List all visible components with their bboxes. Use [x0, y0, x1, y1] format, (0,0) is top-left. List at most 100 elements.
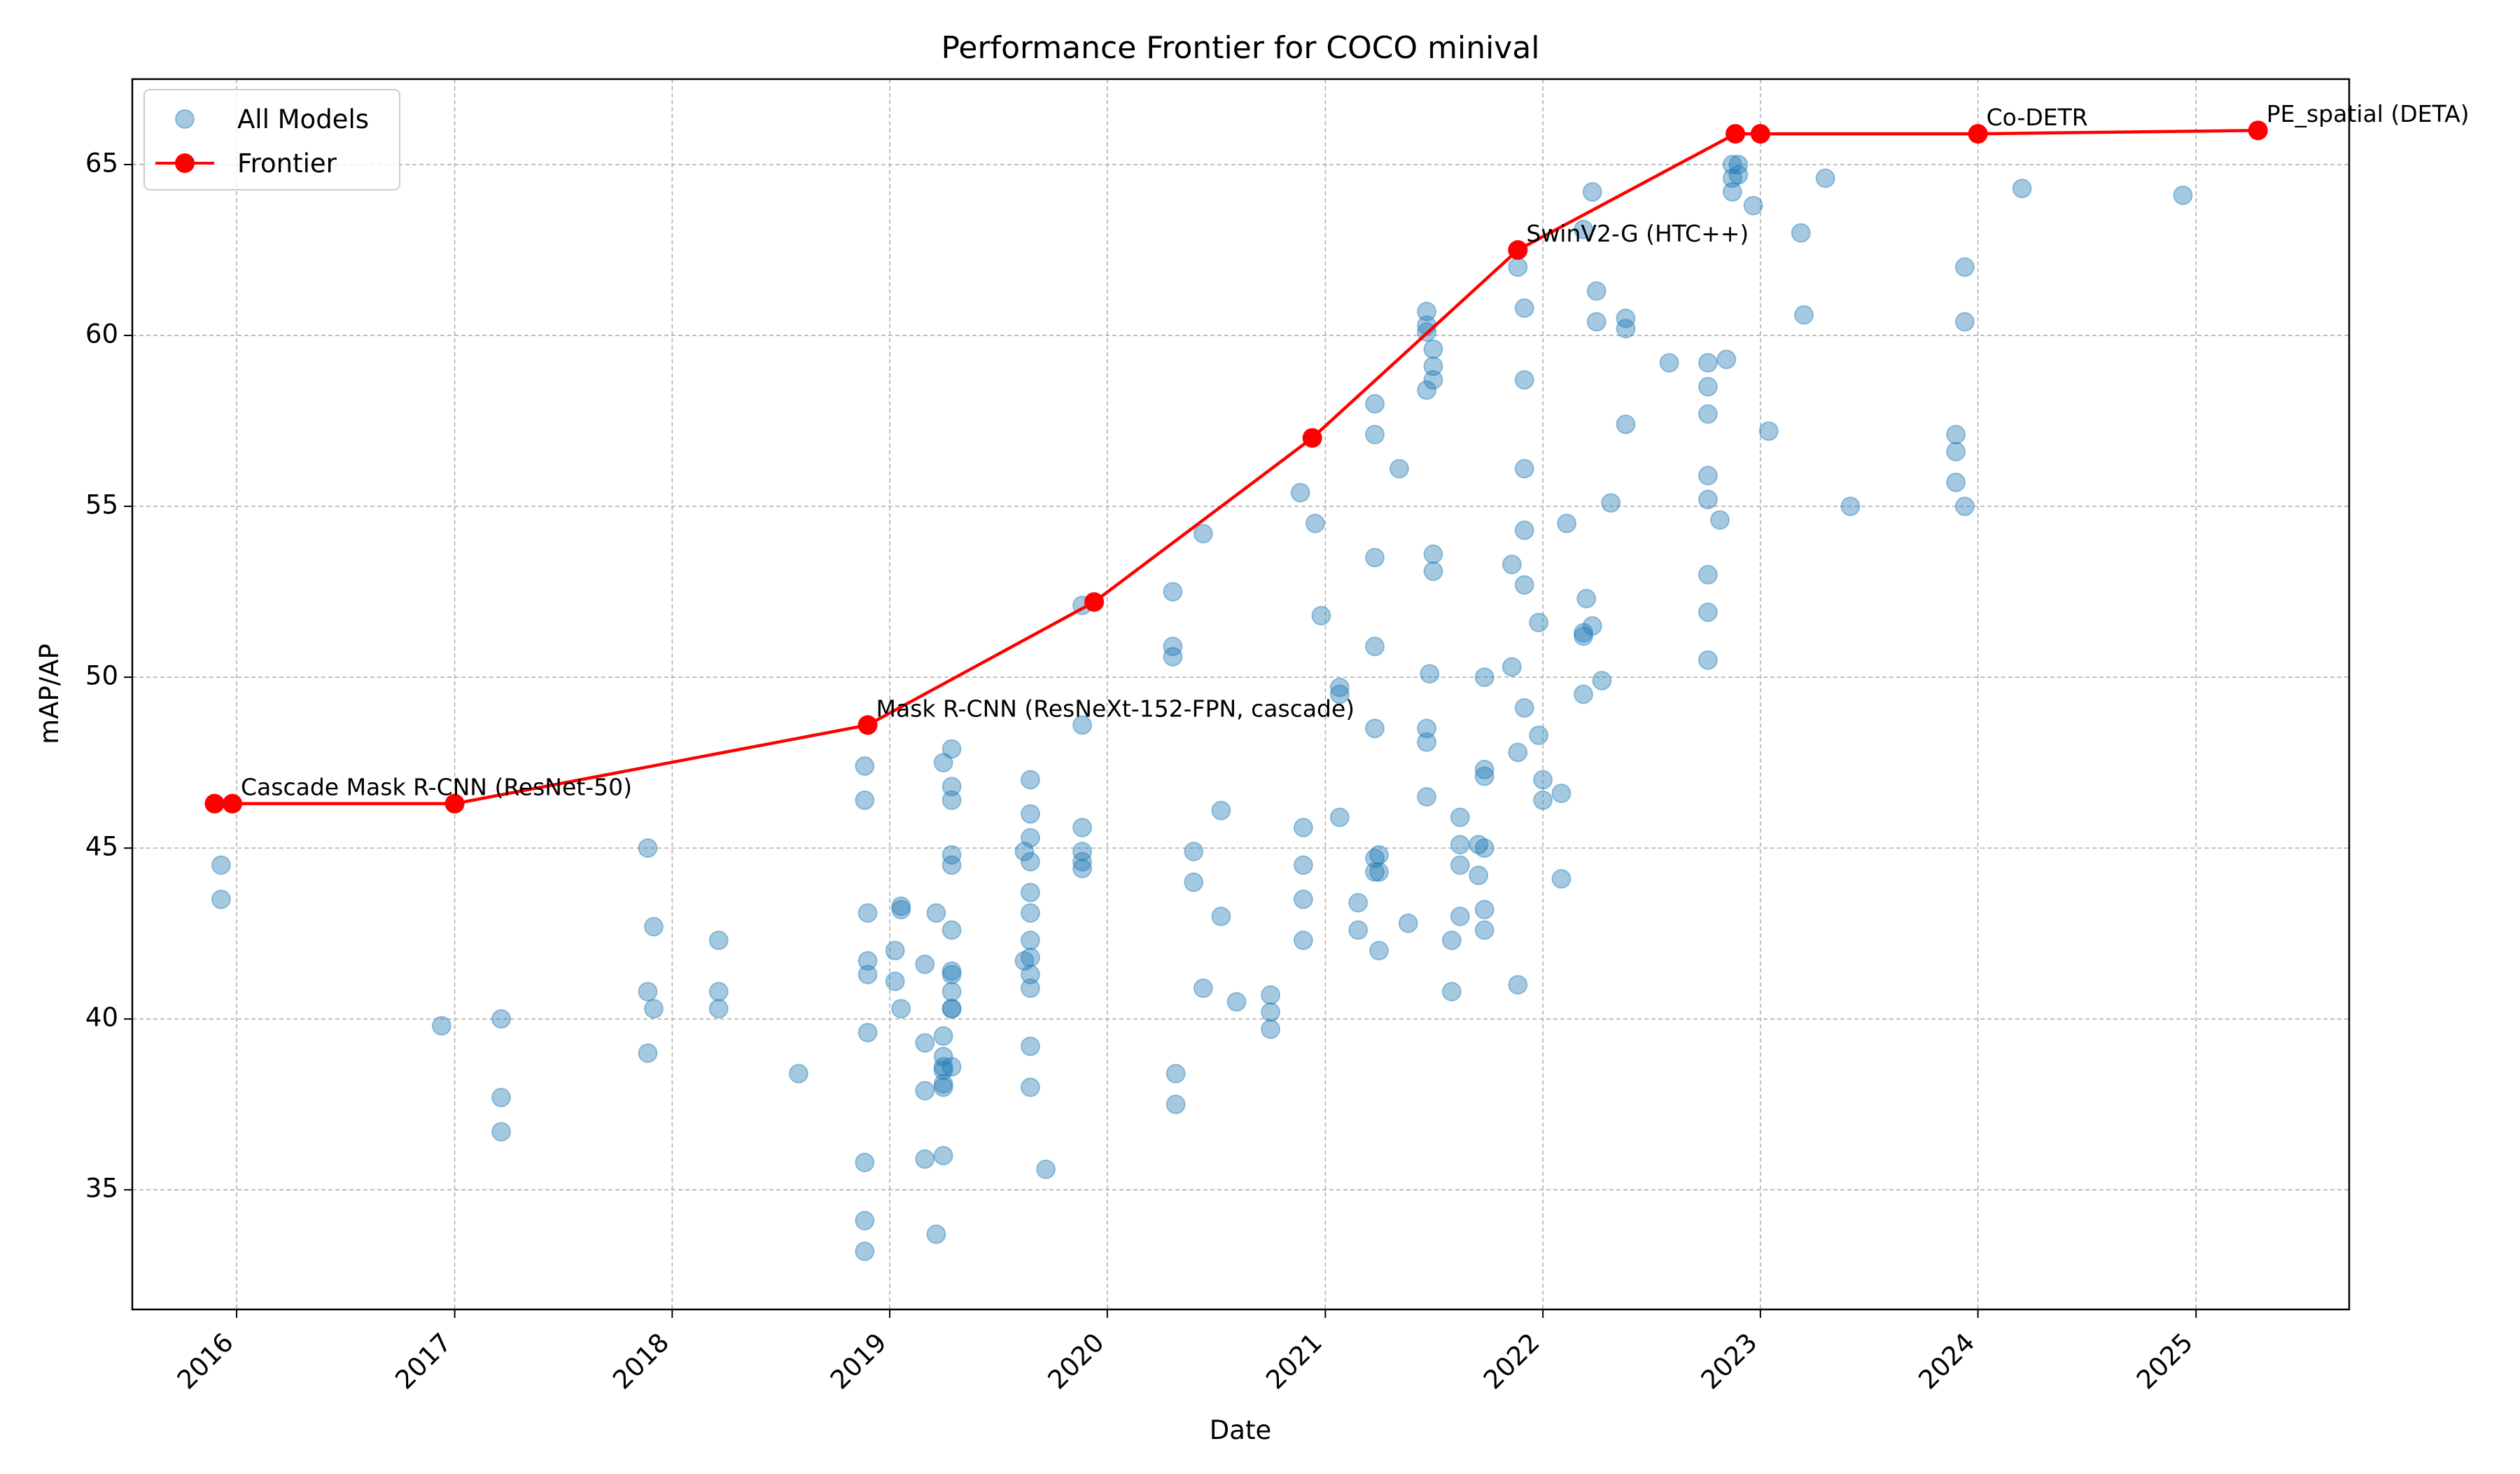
- scatter-point: [1574, 219, 1594, 239]
- scatter-point: [933, 1073, 953, 1094]
- scatter-point: [1211, 906, 1231, 926]
- y-tick-label: 45: [85, 832, 118, 862]
- scatter-point: [933, 1057, 953, 1077]
- scatter-point: [1514, 698, 1534, 718]
- scatter-point: [1616, 319, 1636, 339]
- scatter-point: [1508, 257, 1528, 277]
- scatter-point: [643, 999, 664, 1019]
- frontier-point: [444, 793, 465, 814]
- y-tick-label: 40: [85, 1003, 118, 1033]
- x-axis-label: Date: [1210, 1415, 1271, 1445]
- frontier-point: [1968, 124, 1988, 144]
- scatter-point: [1261, 1002, 1281, 1022]
- scatter-point: [1072, 715, 1093, 735]
- scatter-point: [915, 1033, 935, 1053]
- scatter-point: [1474, 766, 1494, 786]
- y-tick-label: 55: [85, 490, 118, 520]
- scatter-point: [1946, 441, 1966, 461]
- frontier-annotation: PE_spatial (DETA): [2267, 100, 2470, 127]
- scatter-point: [1574, 626, 1594, 646]
- scatter-point: [1954, 312, 1975, 332]
- scatter-point: [926, 1224, 946, 1244]
- scatter-point: [1020, 804, 1040, 824]
- scatter-point: [1365, 637, 1385, 657]
- scatter-point: [1574, 684, 1594, 704]
- scatter-point: [1728, 155, 1749, 175]
- scatter-point: [1423, 544, 1443, 564]
- scatter-point: [1474, 759, 1494, 779]
- scatter-point: [941, 982, 962, 1002]
- scatter-point: [1305, 513, 1325, 534]
- scatter-point: [1758, 421, 1779, 441]
- scatter-point: [1474, 899, 1494, 919]
- scatter-point: [1020, 964, 1040, 985]
- scatter-point: [1551, 869, 1572, 889]
- scatter-point: [1840, 496, 1861, 517]
- scatter-point: [1946, 424, 1966, 445]
- legend-label-all-models: All Models: [237, 104, 369, 134]
- scatter-point: [1722, 168, 1742, 188]
- scatter-point: [1582, 616, 1602, 636]
- scatter-point: [1514, 575, 1534, 595]
- scatter-point: [858, 951, 878, 971]
- y-axis-label: mAP/AP: [34, 644, 64, 744]
- scatter-point: [1659, 353, 1679, 373]
- scatter-point: [1469, 835, 1489, 855]
- scatter-point: [1014, 842, 1035, 862]
- scatter-point: [1533, 790, 1553, 810]
- scatter-point: [638, 838, 658, 858]
- scatter-point: [1502, 657, 1522, 677]
- scatter-point: [1582, 182, 1602, 202]
- scatter-point: [2173, 185, 2193, 205]
- scatter-point: [211, 889, 231, 910]
- scatter-point: [941, 999, 962, 1019]
- scatter-point: [1417, 380, 1437, 401]
- scatter-point: [1211, 800, 1231, 821]
- scatter-point: [1423, 370, 1443, 390]
- scatter-point: [1398, 913, 1418, 933]
- scatter-point: [1586, 312, 1606, 332]
- scatter-point: [855, 790, 875, 810]
- scatter-point: [933, 1046, 953, 1066]
- scatter-point: [1417, 732, 1437, 752]
- scatter-point: [1423, 339, 1443, 359]
- scatter-point: [1698, 466, 1718, 486]
- scatter-series: [211, 155, 2193, 1262]
- scatter-point: [941, 739, 962, 759]
- scatter-point: [1163, 582, 1183, 602]
- scatter-point: [1020, 947, 1040, 968]
- frontier-annotations: Cascade Mask R-CNN (ResNet-50) Mask R-CNN…: [241, 100, 2469, 800]
- scatter-point: [1601, 493, 1621, 513]
- scatter-point: [1529, 613, 1549, 633]
- scatter-point: [1616, 414, 1636, 434]
- scatter-point: [1469, 865, 1489, 886]
- scatter-point: [1261, 1019, 1281, 1039]
- frontier-point: [223, 793, 243, 814]
- scatter-point: [855, 1211, 875, 1231]
- scatter-point: [1365, 862, 1385, 882]
- y-tick-label: 60: [85, 319, 118, 349]
- scatter-point: [2012, 179, 2032, 199]
- frontier-point: [1726, 124, 1746, 144]
- scatter-point: [1072, 842, 1093, 862]
- scatter-point: [1502, 555, 1522, 575]
- scatter-point: [1423, 561, 1443, 581]
- frontier-point: [1302, 428, 1322, 448]
- scatter-point: [1293, 855, 1313, 875]
- scatter-point: [1290, 482, 1310, 503]
- y-tick-label: 35: [85, 1174, 118, 1204]
- scatter-point: [1474, 667, 1494, 688]
- scatter-point: [1020, 882, 1040, 903]
- scatter-point: [1329, 807, 1350, 828]
- scatter-point: [1020, 903, 1040, 923]
- scatter-point: [788, 1064, 808, 1084]
- frontier-point: [204, 793, 225, 814]
- scatter-point: [1716, 349, 1737, 370]
- scatter-point: [1709, 510, 1730, 530]
- scatter-point: [1417, 786, 1437, 807]
- frontier-point: [1508, 240, 1528, 260]
- scatter-point: [858, 964, 878, 985]
- scatter-point: [1020, 851, 1040, 872]
- scatter-point: [858, 903, 878, 923]
